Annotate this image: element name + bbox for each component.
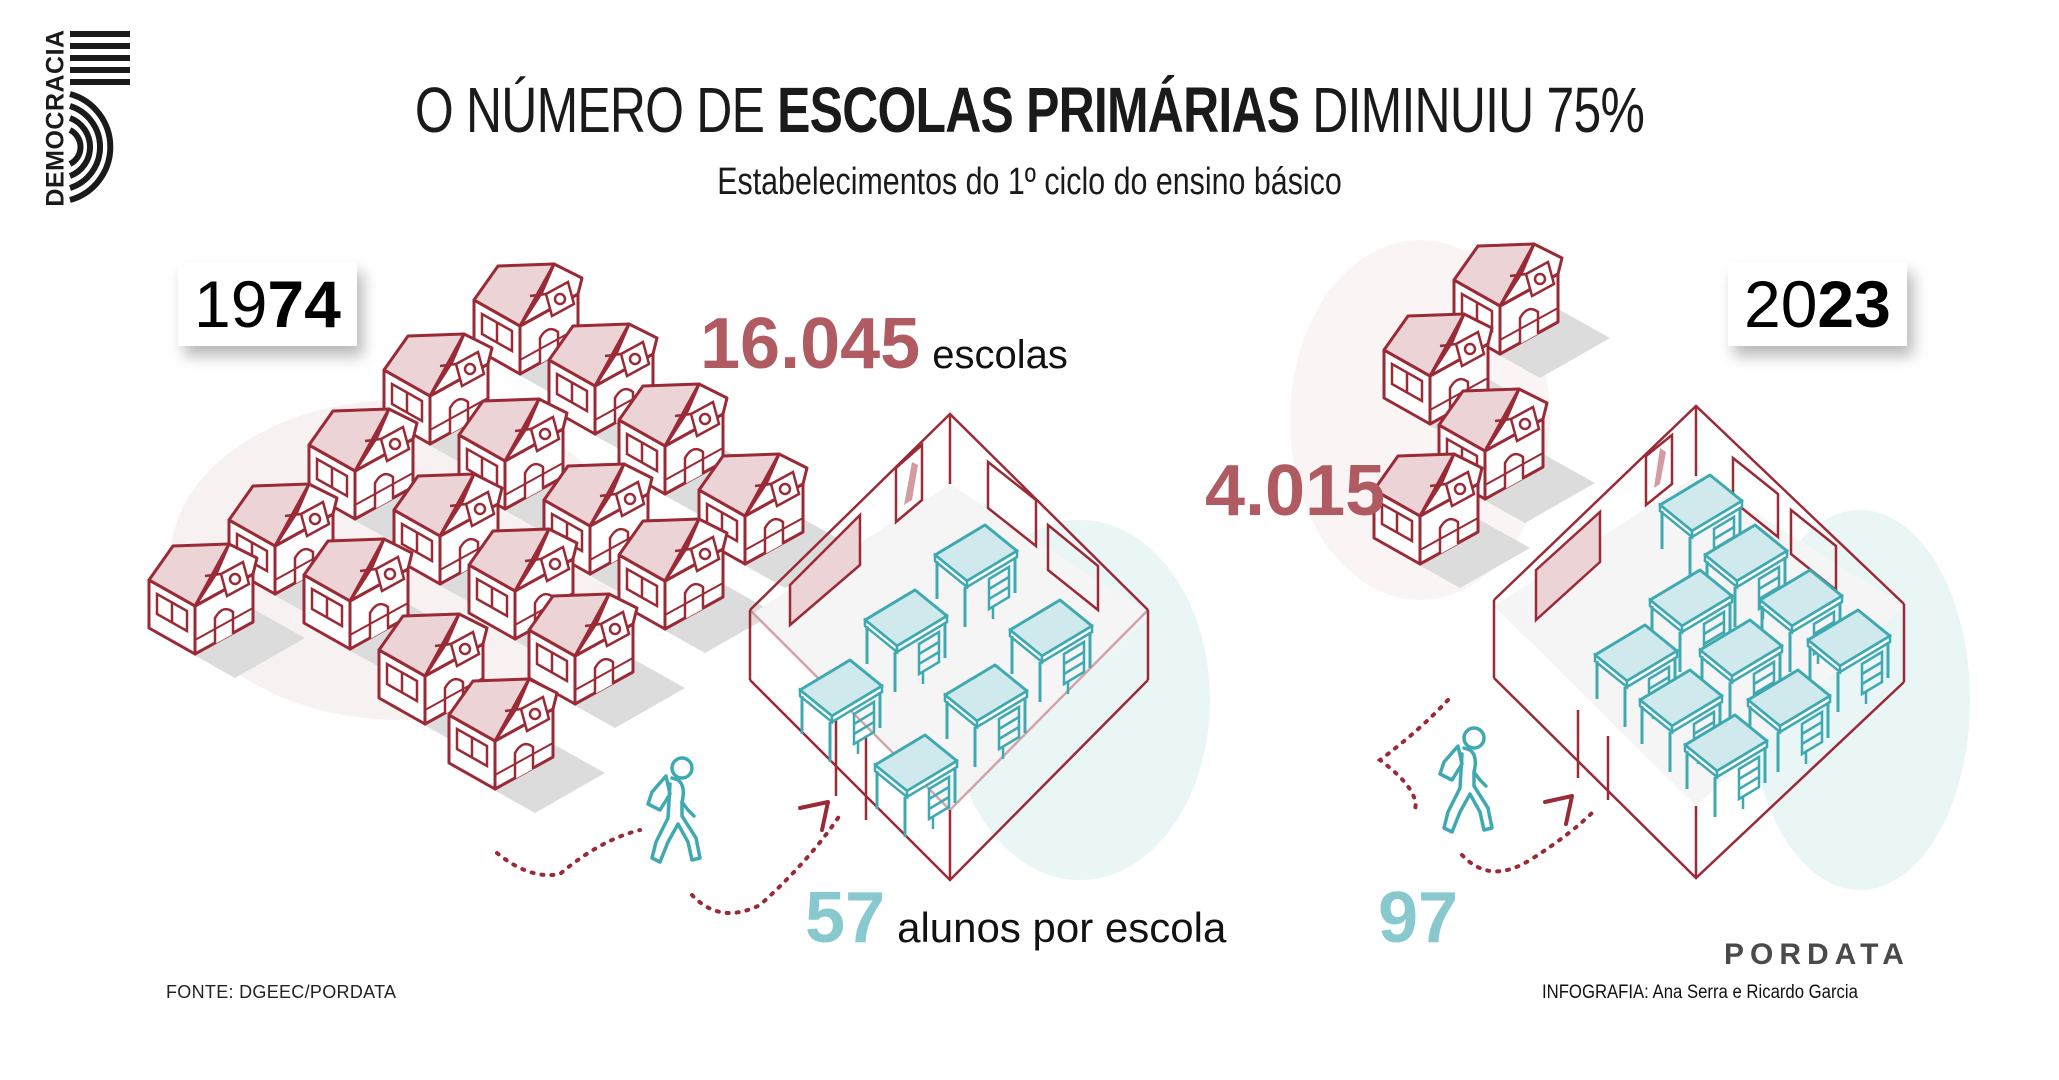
- schools-count-2023: 4.015: [1205, 451, 1386, 531]
- students-per-school-2023: 97: [1378, 878, 1459, 958]
- classroom-2023: [1492, 404, 1906, 880]
- page-subtitle: Estabelecimentos do 1º ciclo do ensino b…: [717, 161, 1342, 203]
- democracia-logo: DEMOCRACIA: [36, 28, 136, 208]
- student-icon-2023: [1438, 726, 1494, 834]
- pordata-logo: PORDATA: [1724, 938, 1910, 971]
- page-title: O NÚMERO DE ESCOLAS PRIMÁRIAS DIMINUIU 7…: [414, 74, 1645, 146]
- classroom-1974: [748, 412, 1150, 882]
- source-note: FONTE: DGEEC/PORDATA: [166, 982, 397, 1002]
- logo-text: DEMOCRACIA: [41, 29, 70, 207]
- year-label-1974: 1974: [178, 262, 357, 346]
- students-per-school-1974: 57 alunos por escola: [805, 878, 1227, 958]
- students-unit: alunos por escola: [897, 904, 1227, 951]
- credit-note: INFOGRAFIA: Ana Serra e Ricardo Garcia: [1542, 982, 1858, 1003]
- student-icon-1974: [646, 756, 702, 864]
- schools-count-1974: 16.045 escolas: [700, 304, 1068, 384]
- year-label-2023: 2023: [1728, 262, 1907, 346]
- schools-unit: escolas: [932, 333, 1068, 377]
- title-bold: ESCOLAS PRIMÁRIAS: [777, 74, 1300, 146]
- democracia-logo-mark: [70, 31, 130, 85]
